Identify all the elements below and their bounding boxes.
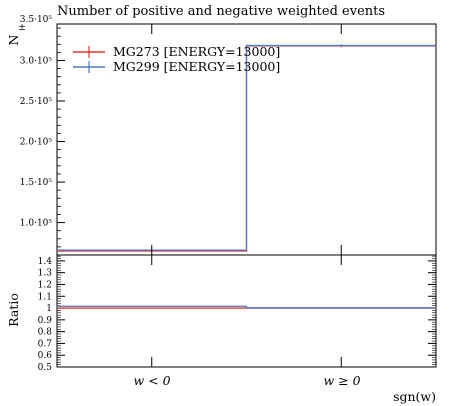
legend-label-mg273: MG273 [ENERGY=13000] xyxy=(113,44,280,59)
y-axis-label-main: N xyxy=(6,34,21,45)
main-x-ticks xyxy=(151,24,342,255)
ratio-y-tick-label: 1.2 xyxy=(38,280,52,290)
ratio-y-label-text: Ratio xyxy=(6,293,21,327)
ratio-series xyxy=(57,305,436,309)
main-y-tick-label: 1.5·10⁵ xyxy=(20,178,53,188)
ratio-series-line-mg299 xyxy=(57,305,436,309)
main-y-tick-label: 1.0·10⁵ xyxy=(20,219,53,229)
category-label-positive: w ≥ 0 xyxy=(323,373,360,388)
ratio-y-label: Ratio xyxy=(6,293,21,327)
ratio-y-ticks: 0.5 0.6 0.70.8 0.9 1 1.1 1.21.3 1.4 xyxy=(38,255,436,373)
ratio-y-tick-label: 1.3 xyxy=(38,269,53,279)
legend-item-mg273: MG273 [ENERGY=13000] xyxy=(73,44,280,59)
ratio-y-tick-label: 0.8 xyxy=(38,328,53,338)
ratio-y-tick-label: 1.4 xyxy=(38,257,53,267)
main-y-ticks: 1.0·10⁵ 1.5·10⁵ 2.0·10⁵ 2.5·10⁵ 3.0·10⁵ 3.5·1… xyxy=(20,15,65,248)
y-axis-label: N xyxy=(6,34,21,45)
ratio-y-tick-label: 0.9 xyxy=(38,316,53,326)
legend-item-mg299: MG299 [ENERGY=13000] xyxy=(73,59,280,74)
category-label-negative: w < 0 xyxy=(133,373,170,388)
ratio-y-tick-label: 1.1 xyxy=(38,292,52,302)
ratio-x-ticks xyxy=(151,255,342,367)
main-y-tick-label: 2.0·10⁵ xyxy=(20,138,53,148)
main-y-tick-label: 2.5·10⁵ xyxy=(20,97,53,107)
ratio-y-tick-label: 0.7 xyxy=(38,339,53,349)
y-axis-label-subscript: ± xyxy=(18,23,26,33)
main-series-line-mg299 xyxy=(57,44,436,251)
main-series xyxy=(57,43,436,253)
legend-label-mg299: MG299 [ENERGY=13000] xyxy=(113,59,280,74)
main-y-tick-label: 3.5·10⁵ xyxy=(20,15,53,25)
ratio-frame xyxy=(56,254,437,368)
ratio-y-tick-label: 0.6 xyxy=(38,351,53,361)
ratio-y-tick-label: 0.5 xyxy=(38,363,53,373)
legend: MG273 [ENERGY=13000] MG299 [ENERGY=13000… xyxy=(73,44,280,74)
ratio-panel: 0.5 0.6 0.70.8 0.9 1 1.1 1.21.3 1.4 xyxy=(38,254,437,373)
chart-title: Number of positive and negative weighted… xyxy=(57,4,385,19)
ratio-y-tick-label: 1 xyxy=(46,304,52,314)
main-y-tick-label: 3.0·10⁵ xyxy=(20,56,53,66)
x-axis-label: sgn(w) xyxy=(393,389,436,404)
